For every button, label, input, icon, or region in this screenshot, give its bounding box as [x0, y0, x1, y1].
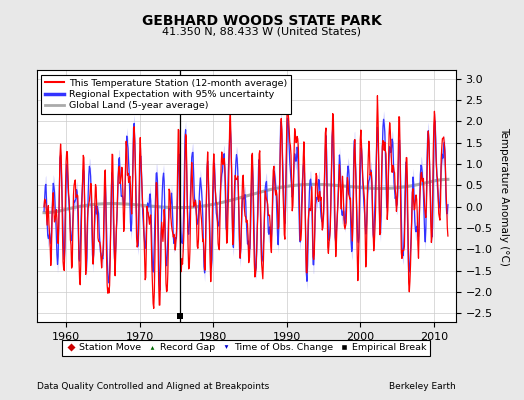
Text: Berkeley Earth: Berkeley Earth: [389, 382, 456, 391]
Text: 41.350 N, 88.433 W (United States): 41.350 N, 88.433 W (United States): [162, 26, 362, 36]
Y-axis label: Temperature Anomaly (°C): Temperature Anomaly (°C): [499, 126, 509, 266]
Legend: Station Move, Record Gap, Time of Obs. Change, Empirical Break: Station Move, Record Gap, Time of Obs. C…: [62, 340, 430, 356]
Text: GEBHARD WOODS STATE PARK: GEBHARD WOODS STATE PARK: [142, 14, 382, 28]
Text: Data Quality Controlled and Aligned at Breakpoints: Data Quality Controlled and Aligned at B…: [37, 382, 269, 391]
Legend: This Temperature Station (12-month average), Regional Expectation with 95% uncer: This Temperature Station (12-month avera…: [41, 75, 291, 114]
